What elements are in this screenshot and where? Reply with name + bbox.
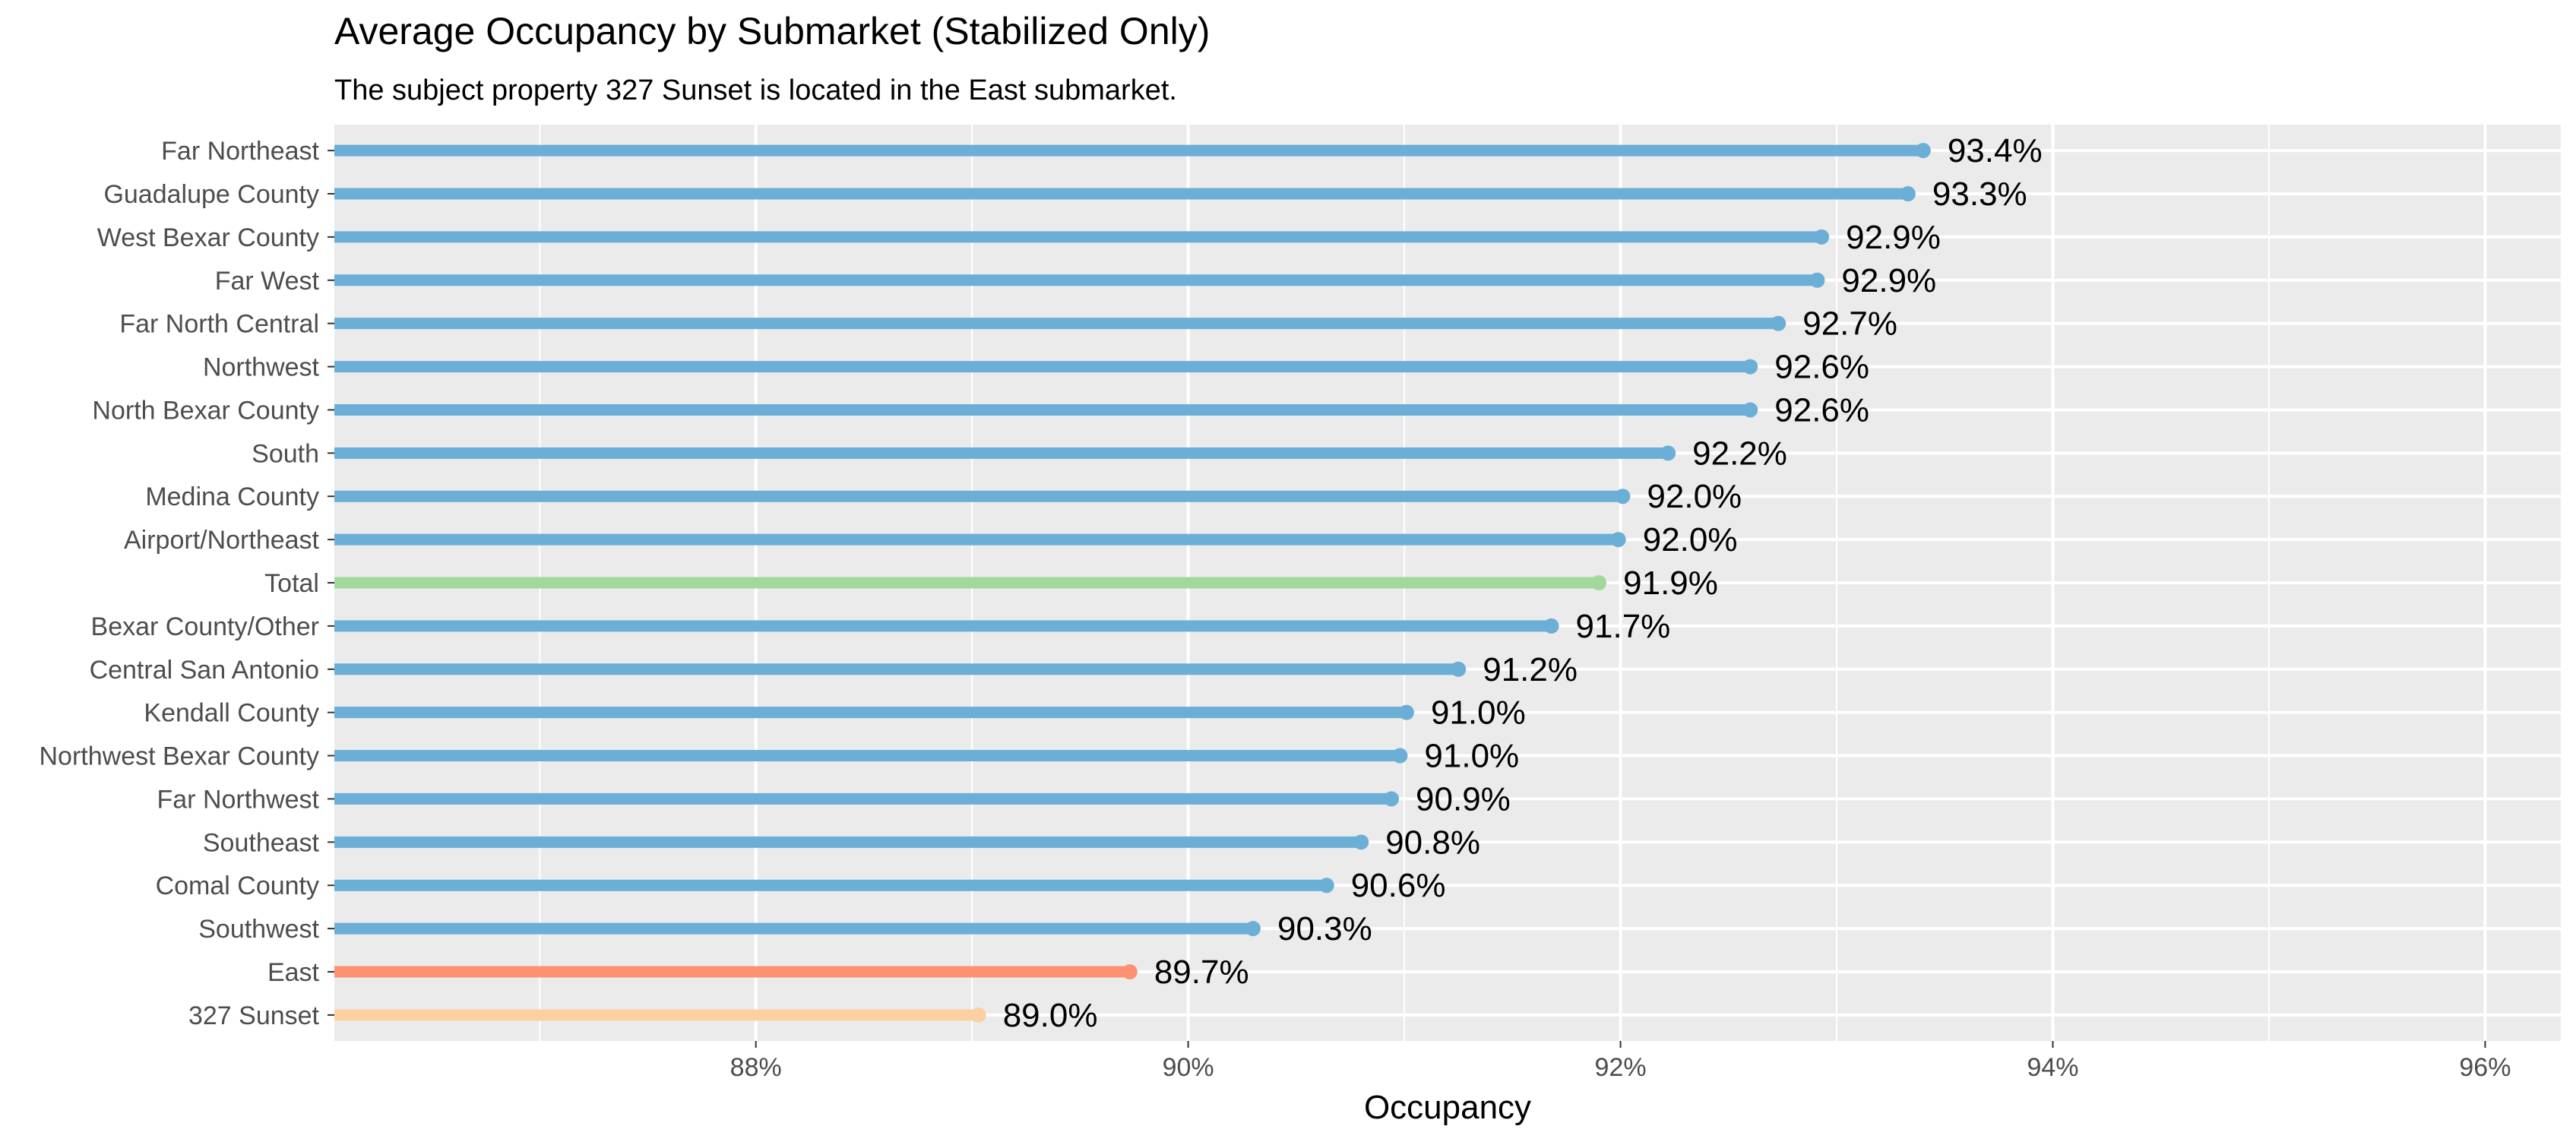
y-tick-label: Total xyxy=(264,569,319,598)
y-tick-label: Medina County xyxy=(145,482,319,511)
x-tick-label: 90% xyxy=(1163,1053,1214,1082)
data-label: 92.9% xyxy=(1841,262,1936,299)
data-label: 93.4% xyxy=(1948,132,2043,169)
bar-end-point xyxy=(1353,834,1369,850)
bar-end-point xyxy=(1451,661,1467,677)
bar-end-point xyxy=(1615,489,1631,505)
y-tick-label: Northwest Bexar County xyxy=(40,742,320,771)
bar-end-point xyxy=(1543,618,1559,634)
y-tick-label: North Bexar County xyxy=(92,396,319,425)
data-label: 92.6% xyxy=(1774,391,1869,429)
bar-end-point xyxy=(1915,143,1931,159)
data-label: 92.0% xyxy=(1647,478,1742,515)
bar-end-point xyxy=(1398,704,1414,720)
data-label: 90.9% xyxy=(1416,780,1511,818)
bar-end-point xyxy=(970,1007,986,1023)
y-tick-label: Far Northeast xyxy=(161,137,319,166)
bar-end-point xyxy=(1660,445,1676,461)
data-label: 91.7% xyxy=(1576,608,1671,645)
bar-end-point xyxy=(1591,575,1607,590)
data-label: 90.3% xyxy=(1277,910,1372,947)
bar-end-point xyxy=(1122,963,1138,979)
y-tick-label: Comal County xyxy=(156,872,319,900)
y-tick-label: Far North Central xyxy=(119,310,319,339)
bar-end-point xyxy=(1771,315,1786,331)
y-tick-label: Southeast xyxy=(203,828,320,857)
bars: 93.4% 93.3% 92.9% 92.9% 92.7% 92.6% 92.6% 92.2%… xyxy=(334,132,2043,1034)
y-tick-label: Northwest xyxy=(203,353,320,382)
bar-end-point xyxy=(1318,878,1334,894)
bar-end-point xyxy=(1384,791,1400,807)
data-label: 89.0% xyxy=(1003,997,1098,1034)
y-tick-label: Kendall County xyxy=(144,699,319,728)
data-label: 91.0% xyxy=(1424,738,1519,775)
y-tick-label: Guadalupe County xyxy=(103,180,319,209)
bar-end-point xyxy=(1392,748,1408,764)
y-tick-label: South xyxy=(252,439,319,468)
data-label: 91.2% xyxy=(1483,651,1578,688)
chart-title: Average Occupancy by Submarket (Stabiliz… xyxy=(334,10,1210,52)
x-tick-label: 94% xyxy=(2027,1053,2078,1082)
x-axis: 88% 90% 92% 94% 96% xyxy=(730,1041,2511,1082)
bar-end-point xyxy=(1814,229,1830,245)
y-tick-label: Central San Antonio xyxy=(90,656,319,685)
bar-end-point xyxy=(1610,532,1626,548)
data-label: 90.6% xyxy=(1351,867,1446,904)
bar-end-point xyxy=(1742,359,1758,375)
y-tick-label: 327 Sunset xyxy=(188,1001,320,1030)
bar-end-point xyxy=(1900,186,1916,202)
bar-end-point xyxy=(1245,921,1261,937)
y-axis-labels: Far Northeast Guadalupe County West Bexar … xyxy=(40,137,334,1030)
x-tick-label: 92% xyxy=(1595,1053,1647,1082)
y-tick-label: East xyxy=(267,958,320,987)
bar-end-point xyxy=(1809,272,1825,288)
x-tick-label: 96% xyxy=(2459,1053,2511,1082)
data-label: 90.8% xyxy=(1385,824,1480,861)
y-tick-label: Bexar County/Other xyxy=(91,612,319,641)
y-tick-label: Southwest xyxy=(198,915,319,944)
data-label: 93.3% xyxy=(1932,176,2027,213)
data-label: 92.9% xyxy=(1846,219,1941,256)
data-label: 89.7% xyxy=(1154,954,1249,991)
y-tick-label: West Bexar County xyxy=(97,223,319,252)
x-axis-title: Occupancy xyxy=(1364,1089,1531,1126)
y-tick-label: Far West xyxy=(215,267,320,296)
data-label: 92.2% xyxy=(1692,435,1787,472)
y-tick-label: Airport/Northeast xyxy=(124,526,320,555)
data-label: 91.9% xyxy=(1623,565,1718,602)
data-label: 91.0% xyxy=(1431,694,1526,732)
x-tick-label: 88% xyxy=(730,1053,782,1082)
data-label: 92.7% xyxy=(1802,305,1897,343)
data-label: 92.6% xyxy=(1774,349,1869,386)
bar-end-point xyxy=(1742,402,1758,418)
chart-subtitle: The subject property 327 Sunset is locat… xyxy=(334,74,1177,106)
y-tick-label: Far Northwest xyxy=(157,785,320,814)
data-label: 92.0% xyxy=(1643,521,1738,558)
